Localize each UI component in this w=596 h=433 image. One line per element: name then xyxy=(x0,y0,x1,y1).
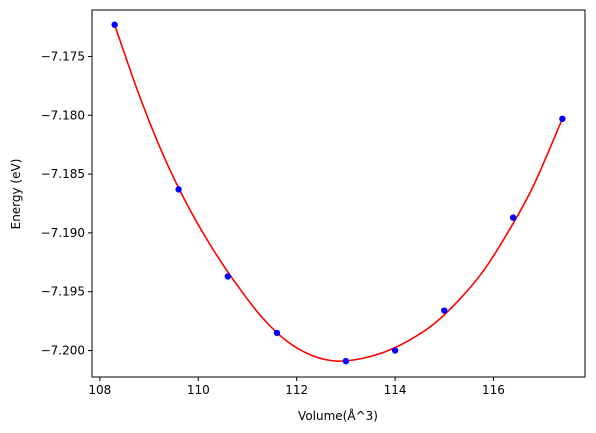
y-tick-label: −7.195 xyxy=(41,285,85,299)
data-point xyxy=(111,21,118,28)
x-tick-label: 108 xyxy=(88,383,111,397)
data-point xyxy=(224,273,231,280)
axes-frame xyxy=(91,9,586,378)
data-point xyxy=(441,307,448,314)
series-layer xyxy=(111,21,566,365)
y-tick-label: −7.190 xyxy=(41,226,85,240)
plot-area xyxy=(91,9,586,378)
data-point xyxy=(342,357,350,365)
x-tick-label: 116 xyxy=(482,383,505,397)
fit-curve-line xyxy=(113,24,564,363)
x-axis-label: Volume(Å^3) xyxy=(298,408,378,423)
y-tick-label: −7.175 xyxy=(41,49,85,63)
data-point xyxy=(273,329,281,337)
data-point xyxy=(391,347,399,354)
y-tick-label: −7.185 xyxy=(41,167,85,181)
x-tick-label: 110 xyxy=(187,383,210,397)
data-point xyxy=(175,186,182,193)
y-tick-label: −7.180 xyxy=(41,108,85,122)
x-axis-ticks: 108 110 112 114 116 xyxy=(88,377,505,397)
x-tick-label: 114 xyxy=(384,383,407,397)
data-point xyxy=(509,214,517,221)
y-axis-label: Energy (eV) xyxy=(9,159,23,230)
y-tick-label: −7.200 xyxy=(41,344,85,358)
data-point xyxy=(559,115,566,123)
y-axis-ticks: −7.175 −7.180 −7.185 −7.190 −7.195 −7.200 xyxy=(41,49,92,358)
x-tick-label: 112 xyxy=(285,383,308,397)
